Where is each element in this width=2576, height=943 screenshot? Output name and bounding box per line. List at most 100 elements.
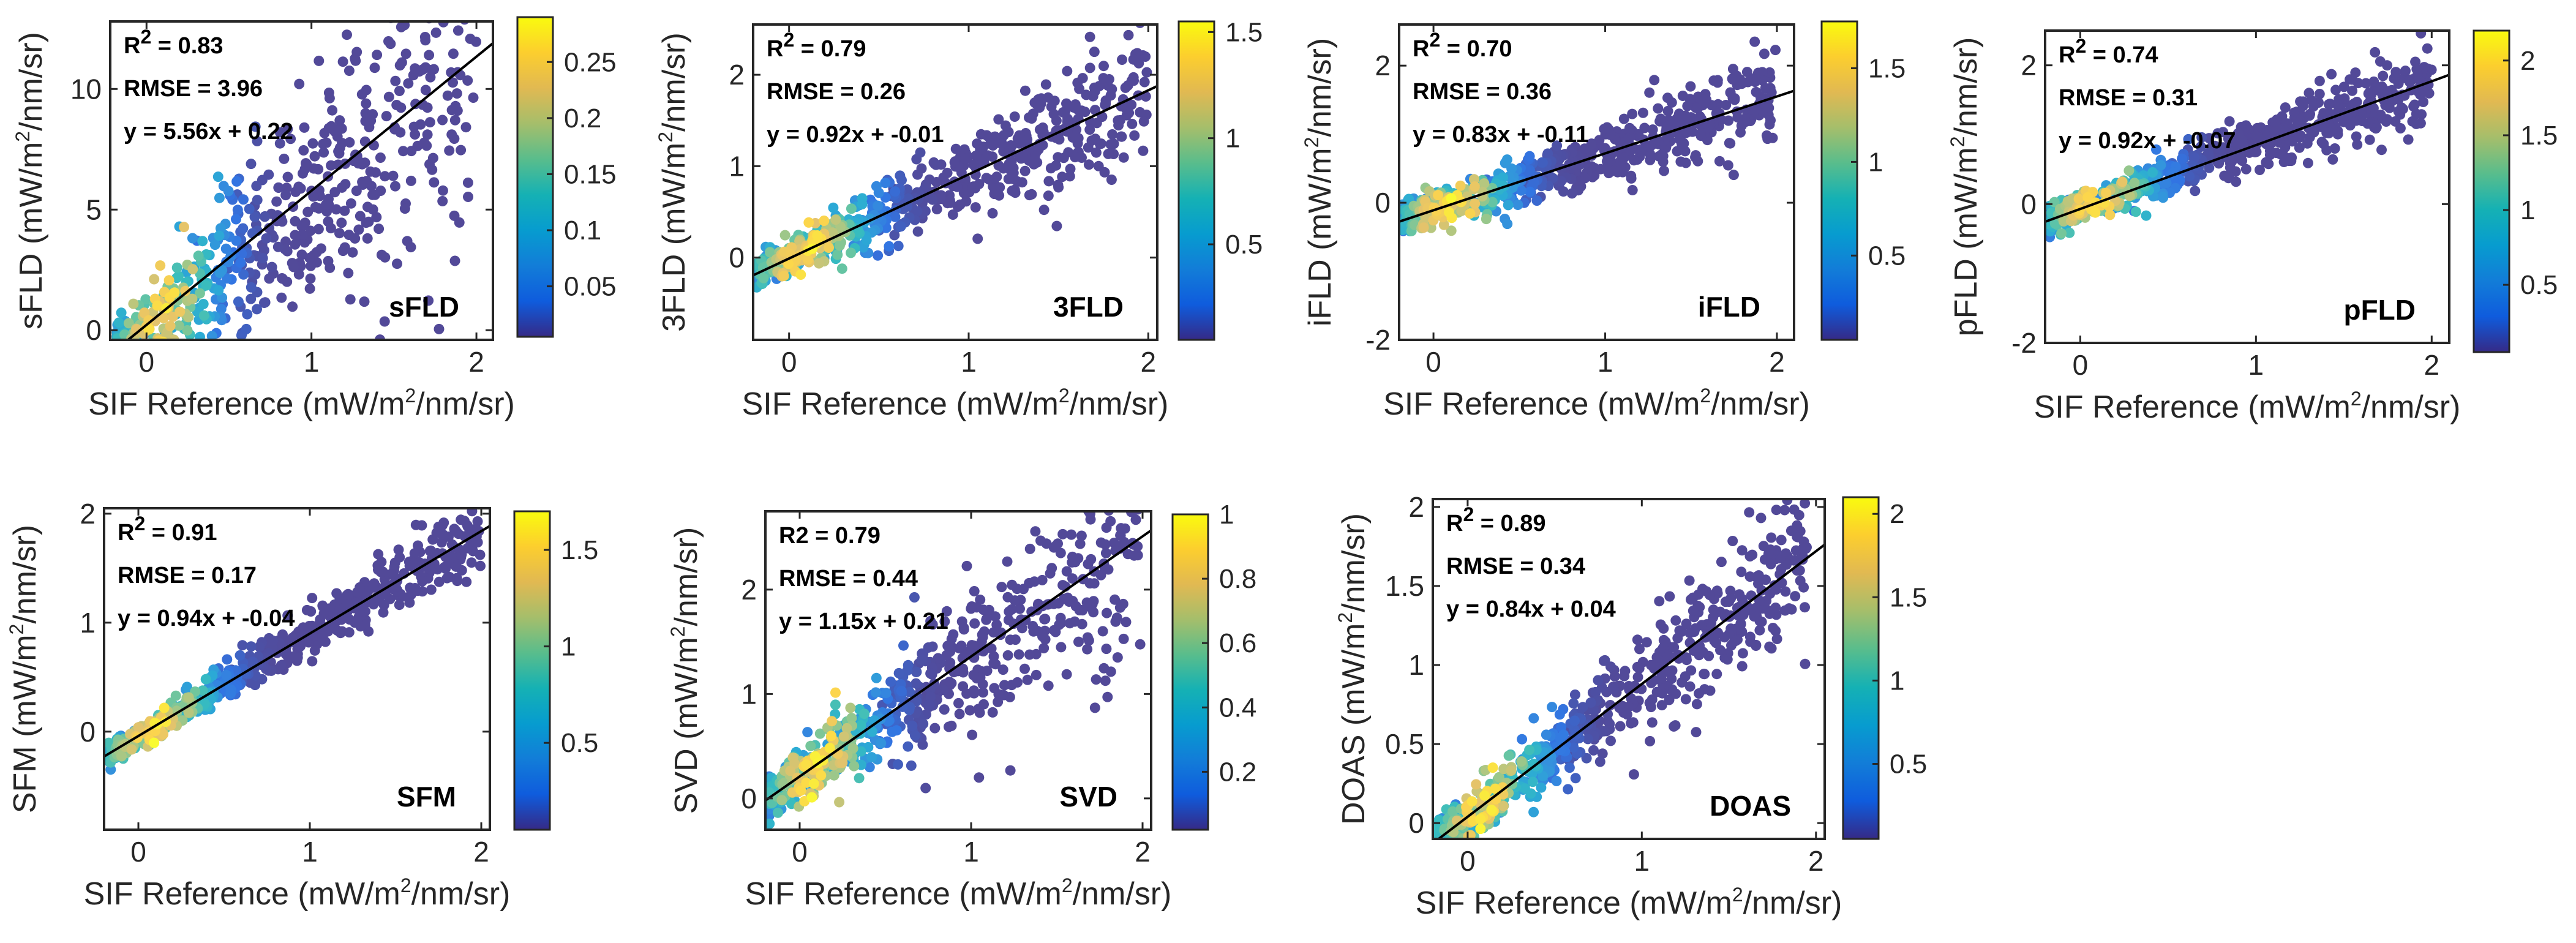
y-tick-label: 0 [86, 314, 102, 346]
data-point [2289, 107, 2300, 118]
data-point [785, 765, 796, 776]
y-tick-label: 0 [80, 716, 96, 748]
data-point [1761, 130, 1772, 141]
x-tick-label: 2 [1135, 836, 1151, 868]
data-point [1120, 82, 1131, 93]
data-point [2389, 73, 2400, 84]
data-point [1771, 634, 1782, 644]
data-point [367, 189, 378, 200]
data-point [1690, 102, 1701, 113]
data-point [1597, 748, 1608, 759]
data-point [933, 653, 944, 664]
data-point [2183, 133, 2194, 145]
data-point [1113, 120, 1124, 131]
data-point [112, 351, 122, 362]
data-point [758, 272, 769, 284]
data-point [1006, 156, 1017, 167]
x-tick-label: 0 [781, 346, 797, 378]
data-point [390, 181, 400, 192]
data-point [1634, 644, 1645, 655]
data-point [1057, 171, 1068, 182]
data-point [779, 230, 790, 241]
data-point [830, 214, 841, 225]
data-point [307, 138, 318, 149]
data-point [394, 599, 405, 611]
data-point [2390, 116, 2401, 127]
data-point [873, 250, 884, 261]
data-point [400, 48, 411, 59]
data-point [1085, 514, 1096, 525]
method-label: sFLD [389, 291, 459, 323]
data-point [323, 216, 334, 227]
data-point [347, 247, 358, 258]
data-point [1517, 734, 1528, 745]
rmse-annotation: RMSE = 0.31 [2059, 85, 2198, 111]
data-point [2278, 157, 2289, 167]
data-point [254, 641, 265, 652]
x-axis-label: SIF Reference (mW/m2/nm/sr) [1416, 884, 1842, 921]
data-point [978, 687, 988, 698]
data-point [1117, 54, 1127, 65]
data-point [1527, 776, 1538, 787]
data-point [925, 691, 936, 702]
data-point [1123, 29, 1134, 40]
data-point [293, 269, 304, 280]
data-point [426, 545, 437, 556]
equation-annotation: y = 1.15x + 0.21 [779, 609, 948, 634]
y-axis-label: 3FLD (mW/m2/nm/sr) [655, 32, 692, 332]
x-tick-label: 1 [963, 836, 979, 868]
data-point [1766, 532, 1777, 543]
data-point [452, 25, 464, 36]
data-point [845, 702, 856, 713]
data-point [998, 689, 1009, 701]
data-point [1524, 745, 1535, 756]
y-tick-label: -2 [1365, 324, 1391, 356]
method-label: SFM [397, 781, 456, 813]
data-point [319, 127, 330, 138]
data-point [1112, 652, 1123, 663]
data-point [2347, 85, 2357, 96]
y-tick-label: 0 [741, 783, 757, 814]
axes-box [109, 20, 494, 341]
data-point [2351, 131, 2362, 142]
data-point [391, 100, 402, 110]
method-label: 3FLD [1053, 291, 1124, 323]
data-point [1118, 152, 1129, 163]
data-point [410, 99, 421, 110]
data-point [1032, 99, 1043, 110]
y-tick-label: 2 [729, 59, 745, 91]
data-point [1038, 205, 1050, 216]
data-point [1026, 606, 1037, 617]
data-point [1724, 596, 1735, 607]
data-point [398, 146, 408, 157]
data-point [998, 163, 1009, 174]
data-point [1002, 592, 1013, 603]
data-point [2376, 145, 2387, 156]
data-point [997, 664, 1008, 675]
data-point [290, 216, 301, 227]
x-axis-label: SIF Reference (mW/m2/nm/sr) [2034, 388, 2461, 425]
data-point [1735, 618, 1746, 629]
data-point [2302, 157, 2313, 168]
data-point [1022, 674, 1033, 685]
data-point [2151, 144, 2161, 155]
data-point [182, 325, 193, 336]
data-point [1004, 606, 1015, 617]
data-point [989, 683, 1000, 694]
data-point [2302, 138, 2313, 149]
data-point [149, 274, 160, 285]
data-point [1045, 568, 1056, 579]
data-point [448, 48, 459, 59]
y-axis-label: pFLD (mW/m2/nm/sr) [1947, 37, 1984, 337]
data-point [941, 606, 952, 617]
data-point [334, 228, 345, 239]
data-point [1593, 675, 1604, 686]
data-point [1118, 633, 1129, 644]
data-point [1741, 67, 1752, 78]
x-axis-label: SIF Reference (mW/m2/nm/sr) [84, 874, 511, 912]
data-point [2409, 99, 2420, 110]
data-point [885, 676, 896, 687]
data-point [1556, 176, 1567, 187]
data-point [449, 210, 460, 221]
